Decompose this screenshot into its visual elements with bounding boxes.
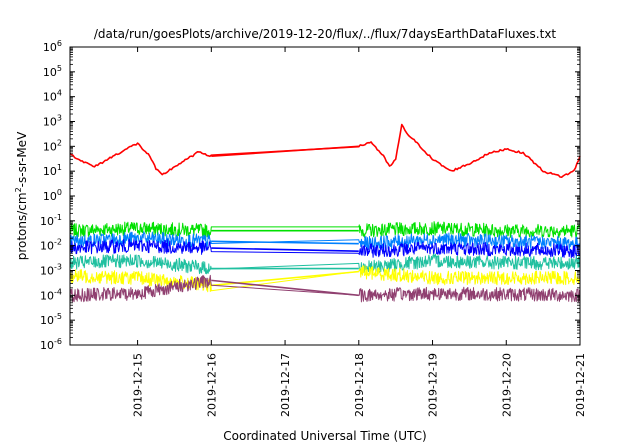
x-axis-label: Coordinated Universal Time (UTC) [223,429,426,443]
y-tick-exp: -4 [54,287,62,296]
y-tick-exp: 5 [57,64,62,73]
y-axis-label-base: protons/cm [15,192,29,260]
y-tick-label: 10-1 [40,213,62,228]
series-line [69,265,581,293]
y-tick-base: 10 [40,265,54,278]
y-tick-base: 10 [40,289,54,302]
x-tick-label: 2019-12-16 [205,353,218,417]
y-tick-exp: 6 [57,39,62,48]
y-axis-label-sup: 2 [14,187,23,192]
y-tick-label: 103 [43,114,62,129]
y-tick-label: 10-6 [40,337,62,352]
y-tick-base: 10 [43,91,57,104]
y-tick-base: 10 [43,66,57,79]
y-tick-exp: 1 [57,163,62,172]
plot-frame [69,46,581,346]
chart-title: /data/run/goesPlots/archive/2019-12-20/f… [94,27,557,41]
y-tick-exp: 2 [57,138,62,147]
y-tick-label: 101 [43,163,62,178]
y-tick-label: 10-3 [40,263,62,278]
y-tick-exp: 3 [57,114,62,123]
y-tick-label: 10-2 [40,238,62,253]
y-tick-exp: -2 [54,238,62,247]
series-line [69,123,581,178]
series-gap-connector [211,145,359,158]
series-line [69,221,581,238]
y-tick-base: 10 [43,140,57,153]
series-gap-connector [211,279,359,297]
x-tick-label: 2019-12-17 [279,353,292,417]
y-tick-base: 10 [43,190,57,203]
series-line [69,238,581,259]
y-tick-exp: 4 [57,89,62,98]
y-tick-base: 10 [43,165,57,178]
x-tick-label: 2019-12-21 [574,353,587,417]
y-tick-base: 10 [43,116,57,129]
y-tick-exp: -3 [54,263,62,272]
y-tick-label: 106 [43,39,62,54]
x-tick-label: 2019-12-19 [427,353,440,417]
x-tick-label: 2019-12-20 [500,353,513,417]
series-line [69,274,581,303]
y-tick-base: 10 [40,240,54,253]
y-tick-label: 105 [43,64,62,79]
y-tick-exp: -6 [54,337,62,346]
y-tick-label: 10-4 [40,287,62,302]
series-line [69,253,581,275]
y-tick-base: 10 [40,339,54,352]
series-gap-connector [211,240,359,245]
y-tick-label: 10-5 [40,312,62,327]
y-tick-base: 10 [40,215,54,228]
y-tick-exp: 0 [57,188,62,197]
y-tick-label: 100 [43,188,62,203]
y-axis-ticks: 10610510410310210110010-110-210-310-410-… [40,39,580,352]
series-gap-connector [211,247,359,252]
y-axis-label: protons/cm2-s-sr-MeV [14,131,29,260]
y-tick-label: 102 [43,138,62,153]
y-tick-base: 10 [43,41,57,54]
y-tick-base: 10 [40,314,54,327]
y-tick-label: 104 [43,89,62,104]
x-axis-ticks: 2019-12-15 2019-12-16 2019-12-17 2019-12-18… [132,47,587,417]
x-tick-label: 2019-12-15 [132,353,145,417]
x-tick-label: 2019-12-18 [353,353,366,417]
plot-area [69,123,581,303]
y-tick-exp: -5 [54,312,62,321]
y-tick-exp: -1 [54,213,62,222]
y-axis-label-rest: -s-sr-MeV [15,131,29,187]
